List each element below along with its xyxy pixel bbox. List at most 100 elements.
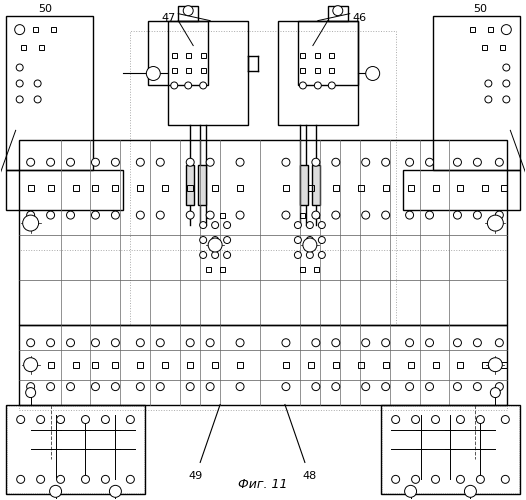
- Circle shape: [362, 211, 370, 219]
- Bar: [315, 212, 319, 218]
- Bar: [408, 185, 413, 191]
- Circle shape: [282, 382, 290, 390]
- Bar: [6, 16, 94, 170]
- Circle shape: [318, 252, 325, 258]
- Circle shape: [211, 252, 219, 258]
- Circle shape: [67, 382, 75, 390]
- Circle shape: [34, 96, 41, 103]
- Circle shape: [17, 476, 25, 484]
- Bar: [103, 417, 108, 422]
- Circle shape: [47, 339, 55, 346]
- Bar: [212, 185, 218, 191]
- Bar: [458, 185, 463, 191]
- Bar: [113, 185, 118, 191]
- Bar: [187, 185, 193, 191]
- Bar: [19, 325, 507, 404]
- Text: Фиг. 11: Фиг. 11: [238, 478, 288, 492]
- Circle shape: [26, 388, 36, 398]
- Circle shape: [404, 486, 417, 498]
- Circle shape: [392, 476, 400, 484]
- Circle shape: [453, 382, 461, 390]
- Circle shape: [503, 64, 510, 71]
- Bar: [383, 185, 389, 191]
- Circle shape: [488, 358, 502, 372]
- Circle shape: [17, 416, 25, 424]
- Circle shape: [211, 236, 219, 244]
- Circle shape: [92, 339, 99, 346]
- Circle shape: [501, 476, 509, 484]
- Circle shape: [431, 416, 440, 424]
- Bar: [28, 185, 34, 191]
- Circle shape: [332, 339, 340, 346]
- Bar: [501, 185, 507, 191]
- Circle shape: [485, 96, 492, 103]
- Circle shape: [57, 476, 65, 484]
- Circle shape: [503, 96, 510, 103]
- Bar: [38, 417, 43, 422]
- Circle shape: [186, 211, 194, 219]
- Bar: [237, 362, 243, 368]
- Circle shape: [16, 80, 23, 87]
- Bar: [308, 362, 314, 368]
- Bar: [206, 268, 210, 272]
- Bar: [482, 185, 488, 191]
- Circle shape: [171, 82, 178, 89]
- Circle shape: [23, 215, 38, 231]
- Circle shape: [426, 158, 433, 166]
- Circle shape: [477, 476, 484, 484]
- Circle shape: [47, 158, 55, 166]
- Circle shape: [206, 339, 214, 346]
- Bar: [212, 362, 218, 368]
- Circle shape: [224, 252, 230, 258]
- Circle shape: [200, 252, 207, 258]
- Bar: [283, 185, 289, 191]
- Circle shape: [27, 382, 35, 390]
- Circle shape: [411, 476, 420, 484]
- Bar: [333, 362, 339, 368]
- Bar: [28, 362, 34, 368]
- Circle shape: [382, 339, 390, 346]
- Bar: [220, 212, 225, 218]
- Circle shape: [382, 382, 390, 390]
- Circle shape: [382, 211, 390, 219]
- Circle shape: [126, 416, 134, 424]
- Bar: [18, 417, 23, 422]
- Circle shape: [136, 339, 144, 346]
- Circle shape: [27, 339, 35, 346]
- Circle shape: [156, 339, 164, 346]
- Circle shape: [112, 382, 119, 390]
- Circle shape: [362, 339, 370, 346]
- Bar: [93, 185, 98, 191]
- Circle shape: [426, 339, 433, 346]
- Circle shape: [328, 82, 335, 89]
- Bar: [172, 68, 177, 73]
- Circle shape: [112, 158, 119, 166]
- Bar: [408, 362, 413, 368]
- Bar: [206, 212, 210, 218]
- Bar: [178, 6, 198, 20]
- Text: 50: 50: [38, 4, 53, 14]
- Circle shape: [82, 476, 89, 484]
- Circle shape: [453, 158, 461, 166]
- Circle shape: [362, 382, 370, 390]
- Bar: [186, 165, 194, 205]
- Bar: [500, 45, 505, 50]
- Circle shape: [426, 211, 433, 219]
- Circle shape: [34, 80, 41, 87]
- Bar: [300, 268, 306, 272]
- Bar: [300, 53, 306, 58]
- Circle shape: [112, 211, 119, 219]
- Circle shape: [92, 382, 99, 390]
- Circle shape: [136, 382, 144, 390]
- Circle shape: [406, 211, 413, 219]
- Circle shape: [473, 158, 481, 166]
- Bar: [148, 20, 208, 86]
- Circle shape: [24, 358, 38, 372]
- Bar: [83, 417, 88, 422]
- Bar: [432, 16, 520, 170]
- Circle shape: [82, 416, 89, 424]
- Circle shape: [306, 252, 313, 258]
- Circle shape: [295, 222, 301, 228]
- Circle shape: [495, 158, 503, 166]
- Circle shape: [312, 158, 320, 166]
